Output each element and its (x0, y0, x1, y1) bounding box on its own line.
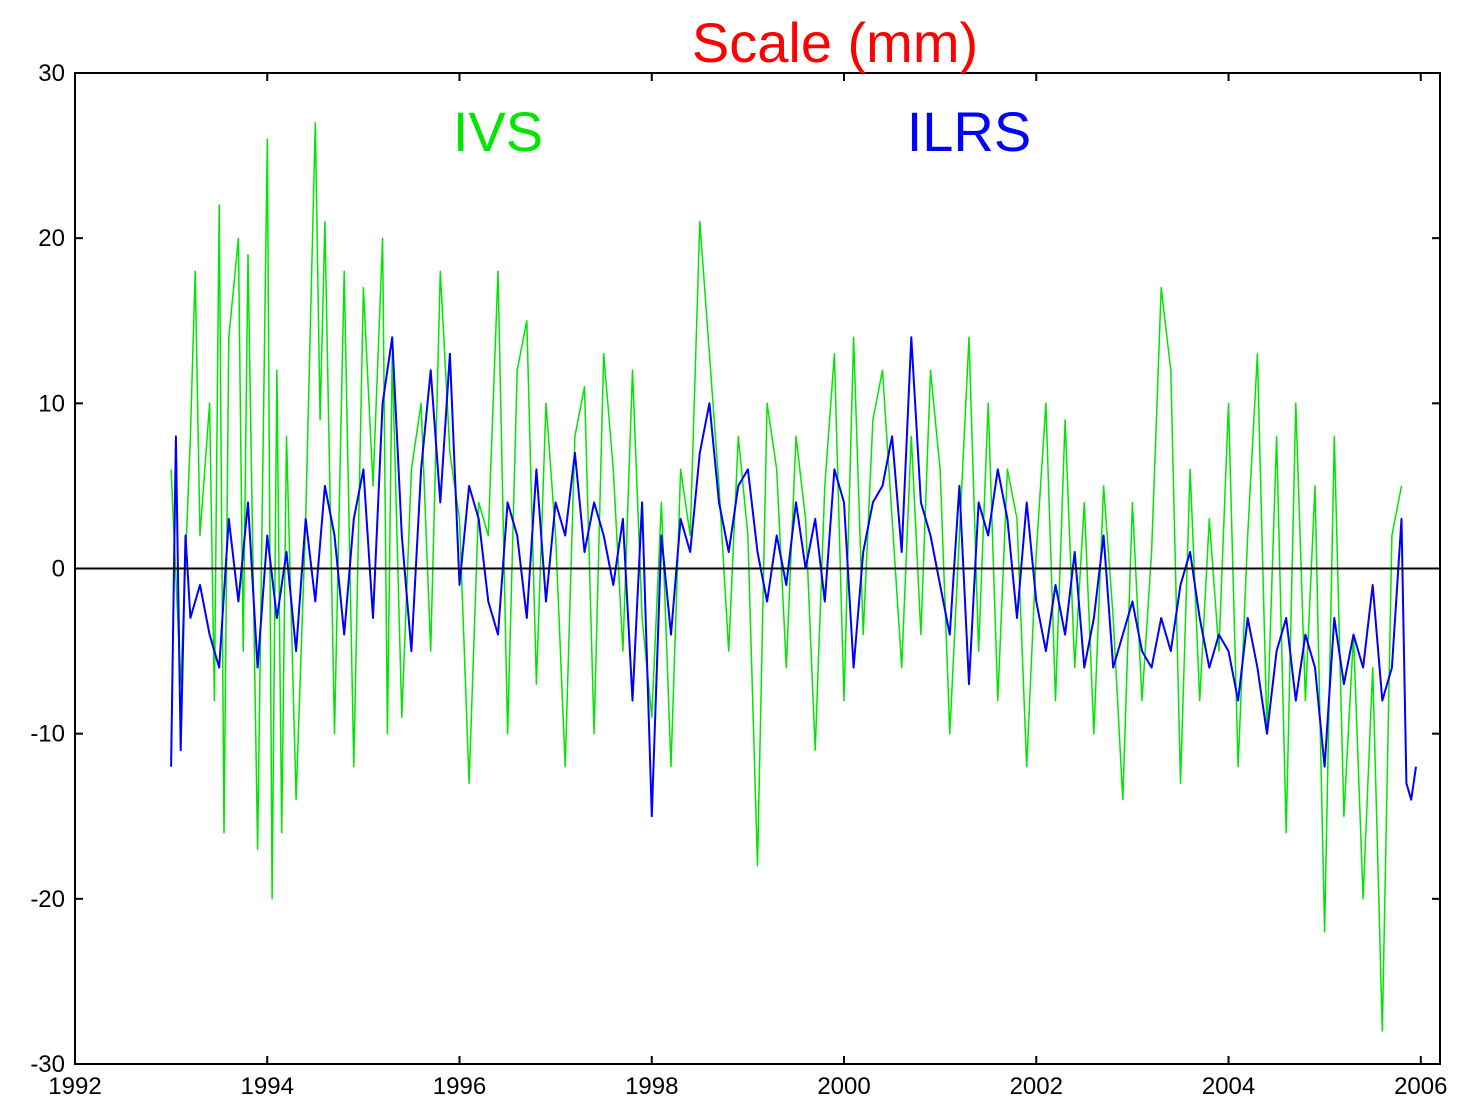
y-tick-label: -10 (30, 721, 65, 748)
series-line-ilrs (170, 336, 1417, 818)
y-tick-label: -20 (30, 886, 65, 913)
axis-ticks (74, 72, 1440, 1065)
x-tick-label: 1998 (625, 1073, 678, 1100)
axis-tick-labels: 1992 1994 1996 1998 2000 2002 2004 2006 -30 -20 -1… (30, 60, 1447, 1100)
x-tick-label: 2000 (817, 1073, 870, 1100)
series-line-ivs (170, 121, 1403, 1032)
y-tick-label: 10 (38, 390, 65, 417)
x-tick-label: 2002 (1010, 1073, 1063, 1100)
series-layer (170, 121, 1417, 1032)
series-labels: IVS ILRS (453, 100, 1031, 163)
x-tick-label: 1994 (241, 1073, 294, 1100)
x-tick-label: 2006 (1394, 1073, 1447, 1100)
plot-area: 1992 1994 1996 1998 2000 2002 2004 2006 -30 -20 -1… (30, 60, 1447, 1100)
chart-title: Scale (mm) (692, 11, 978, 74)
y-tick-label: -30 (30, 1051, 65, 1078)
x-tick-label: 2004 (1202, 1073, 1255, 1100)
series-label-ivs: IVS (453, 100, 543, 163)
x-tick-label: 1996 (433, 1073, 486, 1100)
x-tick-label: 1992 (48, 1073, 101, 1100)
y-tick-label: 30 (38, 60, 65, 87)
y-tick-label: 20 (38, 225, 65, 252)
y-tick-label: 0 (52, 556, 65, 583)
series-label-ilrs: ILRS (907, 100, 1032, 163)
